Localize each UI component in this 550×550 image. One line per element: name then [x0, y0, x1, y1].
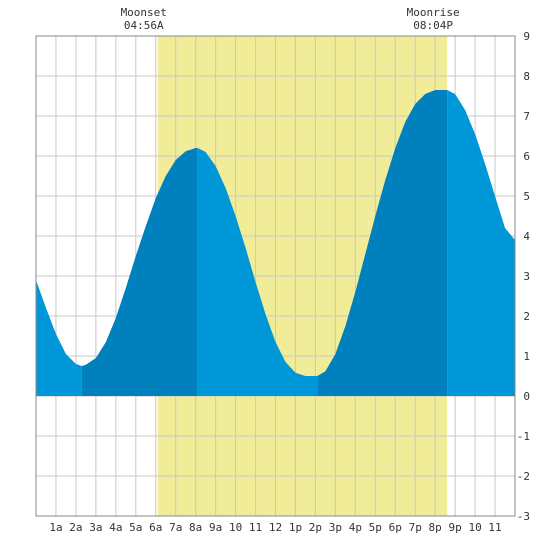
- tide-area-rising: [81, 148, 198, 396]
- x-tick-label: 2p: [309, 521, 322, 534]
- x-tick-label: 5p: [369, 521, 382, 534]
- plot-frame: [35, 35, 516, 517]
- y-tick-label: 9: [523, 30, 530, 43]
- y-tick-label: -3: [517, 510, 530, 523]
- tide-area-falling: [447, 90, 515, 396]
- y-tick-label: 8: [523, 70, 530, 83]
- y-tick-label: 2: [523, 310, 530, 323]
- y-tick-label: -2: [517, 470, 530, 483]
- x-tick-label: 10: [229, 521, 242, 534]
- x-tick-label: 10: [468, 521, 481, 534]
- moon-event-label: Moonrise: [407, 6, 460, 19]
- x-tick-label: 6a: [149, 521, 162, 534]
- tide-area-falling: [197, 148, 318, 396]
- x-tick-label: 12: [269, 521, 282, 534]
- y-tick-label: -1: [517, 430, 530, 443]
- tide-layer: [36, 90, 515, 396]
- x-tick-label: 6p: [389, 521, 402, 534]
- x-tick-label: 5a: [129, 521, 142, 534]
- moon-event-label: Moonset: [121, 6, 167, 19]
- tide-area-rising: [317, 90, 448, 396]
- label-layer: 1a 2a 3a 4a 5a 6a 7a 8a 9a 10 11 12 1p 2p 3p 4p 5p 6p 7p 8p…: [49, 6, 530, 534]
- y-tick-label: 6: [523, 150, 530, 163]
- x-tick-label: 7p: [409, 521, 422, 534]
- x-tick-label: 9p: [449, 521, 462, 534]
- x-tick-label: 4p: [349, 521, 362, 534]
- x-tick-label: 1p: [289, 521, 302, 534]
- y-tick-label: 4: [523, 230, 530, 243]
- moon-event-time: 08:04P: [413, 19, 453, 32]
- y-tick-label: 0: [523, 390, 530, 403]
- x-tick-label: 4a: [109, 521, 122, 534]
- tide-area-falling: [36, 280, 82, 396]
- x-tick-label: 11: [488, 521, 501, 534]
- x-tick-label: 2a: [69, 521, 82, 534]
- y-tick-label: 7: [523, 110, 530, 123]
- x-tick-label: 11: [249, 521, 262, 534]
- x-tick-label: 8a: [189, 521, 202, 534]
- moon-event-time: 04:56A: [124, 19, 164, 32]
- x-tick-label: 1a: [49, 521, 62, 534]
- x-tick-label: 3a: [89, 521, 102, 534]
- x-tick-label: 8p: [429, 521, 442, 534]
- x-tick-label: 3p: [329, 521, 342, 534]
- x-tick-label: 7a: [169, 521, 182, 534]
- y-tick-label: 1: [523, 350, 530, 363]
- y-tick-label: 5: [523, 190, 530, 203]
- y-tick-label: 3: [523, 270, 530, 283]
- x-tick-label: 9a: [209, 521, 222, 534]
